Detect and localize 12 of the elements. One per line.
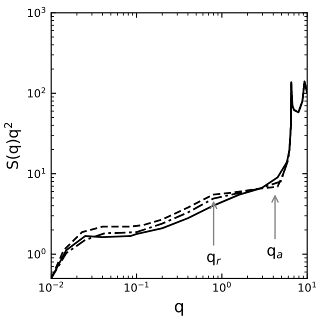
y-tick-label: 10$^{0}$ xyxy=(28,248,46,258)
annotation: q$_{a}$ xyxy=(267,247,282,259)
y-tick-label: 10$^{1}$ xyxy=(28,168,46,178)
y-tick-label: 10$^{3}$ xyxy=(28,6,46,18)
y-axis-title: S(q)q$^{2}$ xyxy=(4,122,22,169)
x-tick-label: 10$^{−1}$ xyxy=(124,282,148,292)
x-tick-label: 10$^{−2}$ xyxy=(39,282,64,292)
annotation: q$_{r}$ xyxy=(207,254,222,266)
x-tick-label: 10$^{1}$ xyxy=(298,282,316,292)
y-tick-label: 10$^{2}$ xyxy=(28,87,46,98)
x-tick-label: 10$^{0}$ xyxy=(213,282,231,292)
x-axis-title: q xyxy=(174,302,183,316)
